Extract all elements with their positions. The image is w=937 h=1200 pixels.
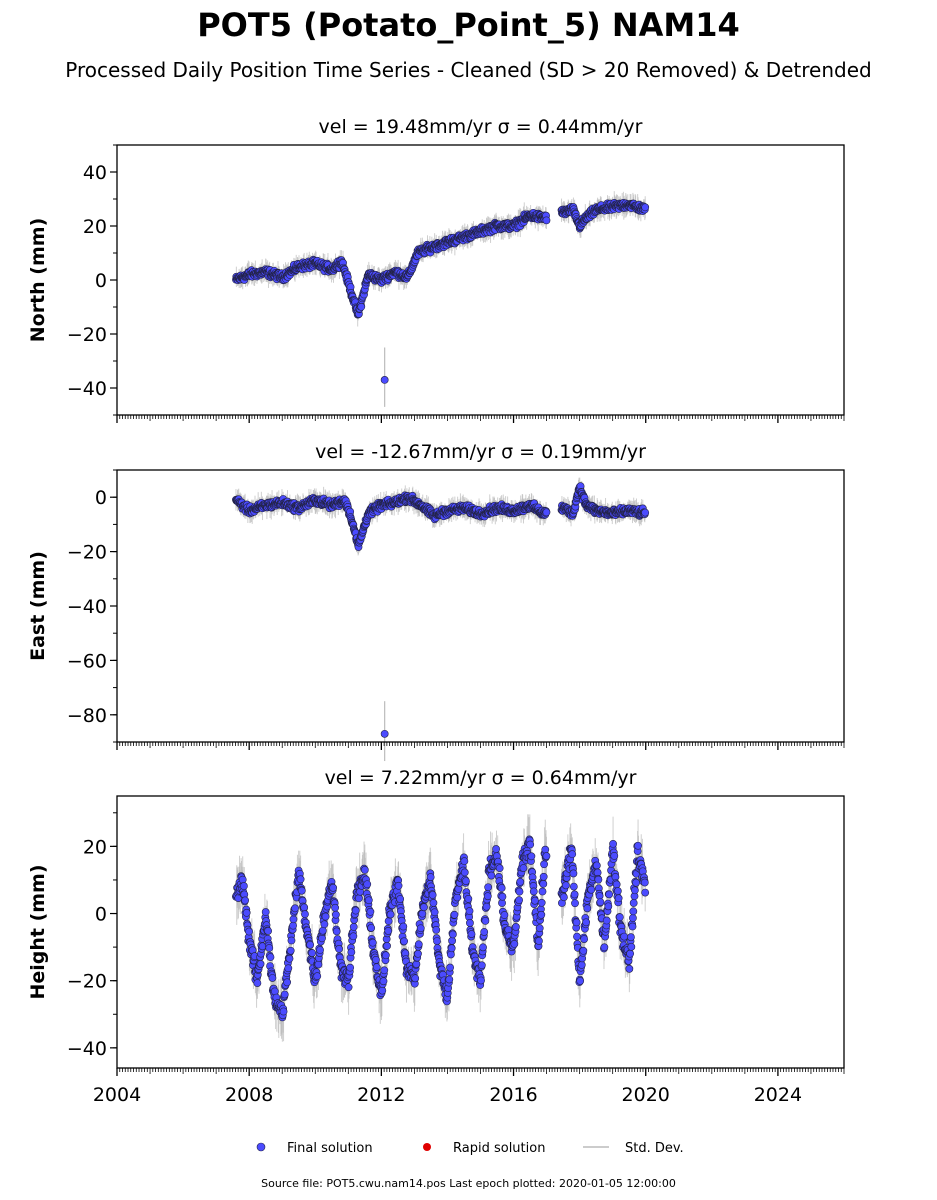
data-point	[279, 1007, 288, 1016]
data-point	[347, 948, 356, 957]
y-tick-label: −60	[67, 650, 107, 672]
data-point	[266, 953, 275, 962]
data-point	[291, 904, 299, 913]
y-axis-label: Height (mm)	[27, 864, 49, 999]
data-point	[318, 934, 326, 943]
data-point	[641, 203, 650, 212]
data-point	[297, 886, 306, 895]
data-point	[331, 910, 340, 919]
y-tick-label: 40	[83, 162, 107, 184]
outlier-point	[380, 375, 389, 384]
data-point	[301, 910, 309, 919]
data-point	[542, 216, 551, 225]
panel-title: vel = 7.22mm/yr σ = 0.64mm/yr	[325, 767, 637, 789]
data-point	[318, 926, 327, 935]
y-tick-label: 20	[83, 216, 107, 238]
outlier-point	[380, 729, 389, 738]
data-point	[308, 949, 317, 957]
y-tick-label: −40	[67, 378, 107, 400]
data-point	[280, 990, 289, 999]
data-point	[335, 945, 343, 953]
panel-title: vel = -12.67mm/yr σ = 0.19mm/yr	[315, 441, 646, 463]
y-tick-label: −40	[67, 596, 107, 618]
data-point	[238, 875, 247, 884]
data-point	[256, 960, 265, 968]
data-point	[316, 946, 324, 954]
y-axis-label: North (mm)	[27, 218, 49, 343]
data-point	[264, 927, 272, 935]
data-point	[349, 922, 358, 931]
data-point	[331, 903, 339, 912]
data-point	[329, 883, 338, 892]
data-point	[284, 964, 293, 973]
y-tick-label: −20	[67, 542, 107, 564]
data-point	[332, 927, 341, 936]
y-tick-label: 0	[95, 487, 107, 509]
data-point	[286, 946, 295, 955]
data-point	[285, 954, 294, 963]
data-point	[344, 983, 353, 992]
y-tick-label: −80	[67, 705, 107, 727]
data-point	[289, 915, 298, 924]
data-point	[363, 880, 372, 889]
data-point	[349, 932, 358, 941]
data-point	[283, 978, 292, 987]
data-point	[245, 927, 253, 936]
data-point	[306, 940, 315, 949]
data-point	[287, 936, 296, 945]
data-point	[354, 894, 363, 903]
data-point	[268, 974, 277, 982]
data-point	[314, 960, 323, 969]
data-point	[320, 920, 329, 929]
data-point	[253, 979, 262, 987]
data-point	[351, 906, 360, 915]
data-point	[641, 508, 650, 517]
data-point	[241, 896, 249, 905]
data-point	[346, 963, 355, 972]
data-point	[261, 908, 270, 916]
data-point	[265, 944, 274, 952]
panel-title: vel = 19.48mm/yr σ = 0.44mm/yr	[319, 116, 643, 138]
figure-subtitle: Processed Daily Position Time Series - C…	[65, 58, 872, 82]
data-point	[357, 302, 366, 311]
y-tick-label: −20	[67, 324, 107, 346]
y-tick-label: 0	[95, 270, 107, 292]
data-point	[360, 866, 369, 874]
data-point	[296, 875, 305, 884]
plot-frame	[116, 144, 845, 416]
data-point	[239, 882, 248, 890]
data-point	[313, 972, 322, 981]
y-axis-label: East (mm)	[27, 551, 49, 661]
data-point	[321, 912, 330, 921]
data-point	[542, 508, 551, 517]
data-point	[300, 903, 309, 912]
data-point	[242, 908, 251, 917]
figure-title: POT5 (Potato_Point_5) NAM14	[197, 6, 740, 44]
